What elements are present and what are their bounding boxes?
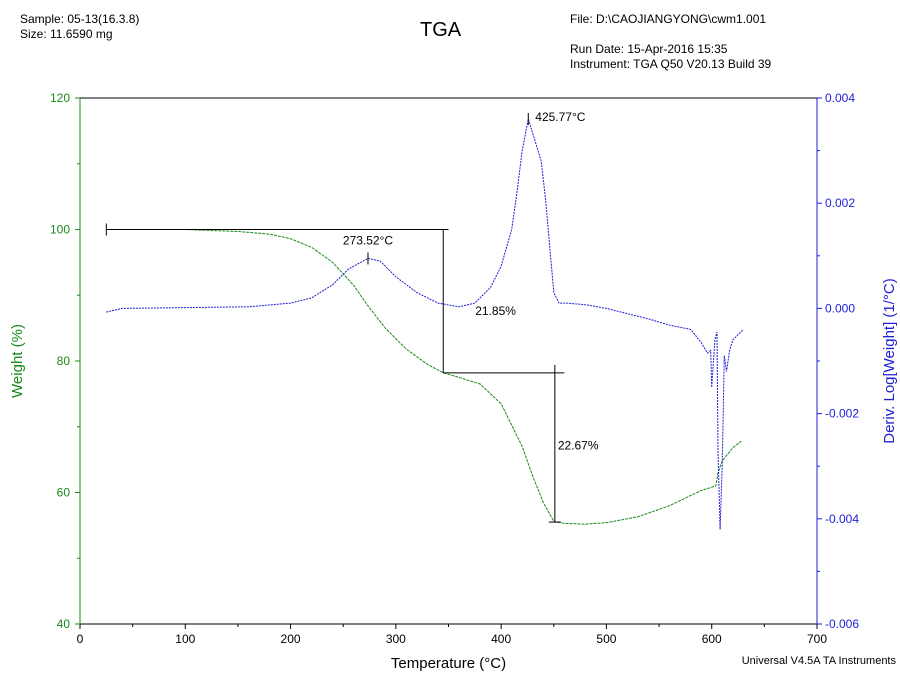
y-tick-label: 100 [50,223,70,237]
x-tick-label: 400 [491,632,511,646]
y-tick-label: 120 [50,91,70,105]
y2-tick-label: -0.002 [825,407,859,421]
peak-label: 273.52°C [343,233,394,247]
step-label: 22.67% [558,438,599,452]
y-axis-title: Weight (%) [9,324,26,398]
run-info: File: D:\CAOJIANGYONG\cwm1.001 Run Date:… [570,12,771,72]
x-axis-title: Temperature (°C) [391,655,506,672]
deriv-curve [106,118,744,530]
x-tick-label: 100 [175,632,195,646]
sample-info: Sample: 05-13(16.3.8) Size: 11.6590 mg [20,12,139,42]
chart-title: TGA [420,19,462,41]
instrument-label: Instrument: TGA Q50 V20.13 Build 39 [570,57,772,71]
x-tick-label: 300 [386,632,406,646]
footer-label: Universal V4.5A TA Instruments [742,655,897,667]
size-label: Size: 11.6590 mg [20,27,113,41]
y-tick-label: 80 [57,354,71,368]
y2-tick-label: 0.004 [825,91,855,105]
run-date-label: Run Date: 15-Apr-2016 15:35 [570,42,728,56]
y2-tick-label: -0.004 [825,512,859,526]
file-label: File: D:\CAOJIANGYONG\cwm1.001 [570,12,767,26]
x-tick-label: 0 [77,632,84,646]
x-tick-label: 200 [281,632,301,646]
peak-label: 425.77°C [535,110,586,124]
y2-tick-label: 0.002 [825,196,855,210]
y2-tick-label: 0.000 [825,301,855,315]
y2-tick-label: -0.006 [825,617,859,631]
y-tick-label: 40 [57,617,71,631]
sample-label: Sample: 05-13(16.3.8) [20,12,140,26]
y-tick-label: 60 [57,486,71,500]
x-tick-label: 500 [596,632,616,646]
x-tick-label: 600 [702,632,722,646]
step-label: 21.85% [475,304,516,318]
weight-curve [106,229,742,525]
x-tick-label: 700 [807,632,827,646]
y2-axis-title: Deriv. Log[Weight] (1/°C) [881,278,898,444]
